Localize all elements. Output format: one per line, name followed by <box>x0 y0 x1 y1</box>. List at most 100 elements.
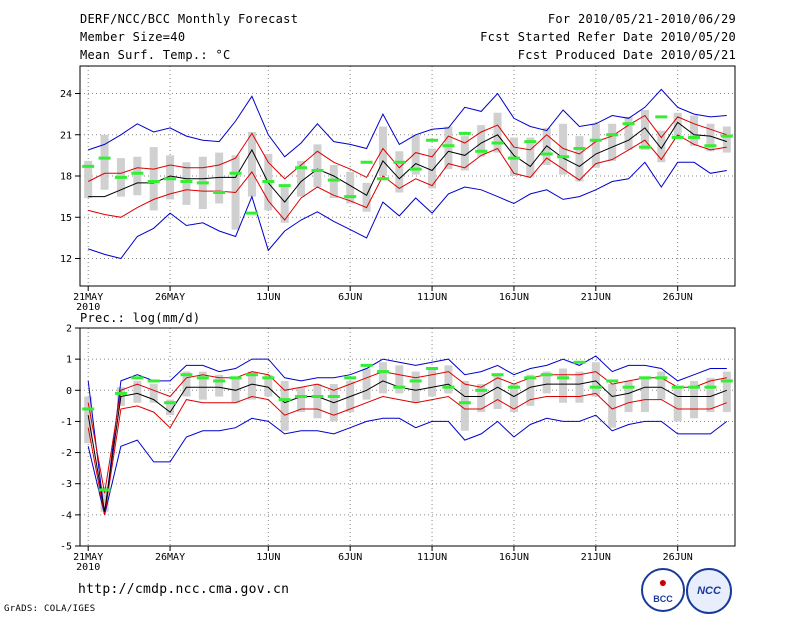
y-tick-label: 0 <box>66 386 72 397</box>
ensemble-box <box>460 380 469 431</box>
ensemble-box <box>526 374 535 406</box>
x-tick-label: 6JUN <box>338 552 362 563</box>
median-marker <box>557 155 570 159</box>
median-marker <box>114 391 127 395</box>
median-marker <box>245 211 258 215</box>
median-marker <box>82 407 95 411</box>
ensemble-box <box>149 384 158 403</box>
ensemble-box <box>640 110 649 150</box>
ensemble-box <box>247 132 256 197</box>
ensemble-box <box>395 365 404 394</box>
median-marker <box>147 180 160 183</box>
y-tick-label: 21 <box>60 130 72 141</box>
median-marker <box>213 191 226 194</box>
median-marker <box>475 149 488 153</box>
ensemble-box <box>428 148 437 189</box>
ensemble-box <box>313 384 322 419</box>
produced-date: Fcst Produced Date 2010/05/21 <box>517 48 736 62</box>
ensemble-box <box>591 362 600 397</box>
median-marker <box>393 160 406 164</box>
ensemble-box <box>84 160 93 198</box>
median-marker <box>426 138 439 142</box>
median-marker <box>573 147 586 150</box>
median-marker <box>98 488 111 492</box>
median-marker <box>131 376 144 380</box>
y-tick-label: 15 <box>60 213 72 224</box>
ensemble-box <box>477 125 486 157</box>
ensemble-box <box>362 182 371 212</box>
ensemble-box <box>559 123 568 175</box>
median-marker <box>196 181 209 185</box>
ensemble-box <box>133 380 142 403</box>
forecast-period: For 2010/05/21-2010/06/29 <box>547 12 736 26</box>
x-tick-label: 1JUN <box>256 292 280 303</box>
grads-credit: GrADS: COLA/IGES <box>4 604 96 614</box>
ensemble-box <box>362 368 371 400</box>
y-tick-label: -4 <box>60 510 72 521</box>
ensemble-box <box>280 380 289 431</box>
max-line <box>88 88 727 158</box>
median-marker <box>311 169 324 172</box>
ensemble-box <box>460 136 469 171</box>
ensemble-box <box>575 371 584 403</box>
x-tick-year-label: 2010 <box>76 302 100 313</box>
median-marker <box>409 167 422 171</box>
median-marker <box>589 385 602 389</box>
median-marker <box>540 373 553 377</box>
ensemble-box <box>395 151 404 193</box>
lower-spread-line <box>87 392 727 515</box>
median-marker <box>606 133 619 137</box>
x-tick-label: 26JUN <box>663 292 693 303</box>
median-marker <box>327 178 340 182</box>
ensemble-box <box>608 123 617 161</box>
plot-frame <box>79 327 736 547</box>
x-tick-label: 21MAY <box>73 292 103 303</box>
chart-title: DERF/NCC/BCC Monthly Forecast <box>80 12 299 26</box>
median-marker <box>671 136 684 139</box>
ensemble-box <box>690 380 699 419</box>
median-marker <box>376 177 389 181</box>
median-marker <box>557 376 570 380</box>
precip-panel-label: Prec.: log(mm/d) <box>80 311 201 325</box>
median-marker <box>245 373 258 377</box>
ensemble-box <box>411 134 420 175</box>
source-url[interactable]: http://cmdp.ncc.cma.gov.cn <box>78 582 290 597</box>
bcc-logo: ● BCC <box>641 568 685 612</box>
median-marker <box>638 376 651 380</box>
x-tick-label: 21JUN <box>581 292 611 303</box>
median-marker <box>393 385 406 389</box>
median-marker <box>491 141 504 145</box>
ncc-logo-text: NCC <box>697 585 721 597</box>
median-marker <box>638 145 651 149</box>
bcc-swirl-icon: ● <box>658 574 668 590</box>
median-marker <box>114 175 127 179</box>
ensemble-box <box>722 126 731 153</box>
median-marker <box>688 385 701 389</box>
ensemble-box <box>640 377 649 413</box>
y-tick-label: -3 <box>60 479 72 490</box>
max-line <box>87 355 727 515</box>
median-marker <box>229 376 242 380</box>
ensemble-box <box>706 123 715 152</box>
ensemble-box <box>673 112 682 138</box>
ensemble-box <box>100 134 109 190</box>
ensemble-box <box>182 371 191 397</box>
median-marker <box>262 180 275 183</box>
median-marker <box>360 363 373 367</box>
median-marker <box>573 360 586 364</box>
ensemble-box <box>297 387 306 413</box>
member-size: Member Size=40 <box>80 30 186 44</box>
ensemble-box <box>493 374 502 409</box>
median-marker <box>524 376 537 380</box>
ensemble-box <box>624 380 633 413</box>
median-marker <box>213 379 226 383</box>
y-tick-label: 24 <box>60 89 72 100</box>
ensemble-box <box>428 368 437 397</box>
mean-line <box>87 380 727 512</box>
x-tick-label: 26JUN <box>663 552 693 563</box>
ensemble-box <box>264 374 273 397</box>
median-marker <box>442 144 455 148</box>
median-marker <box>278 184 291 188</box>
median-marker <box>196 376 209 380</box>
